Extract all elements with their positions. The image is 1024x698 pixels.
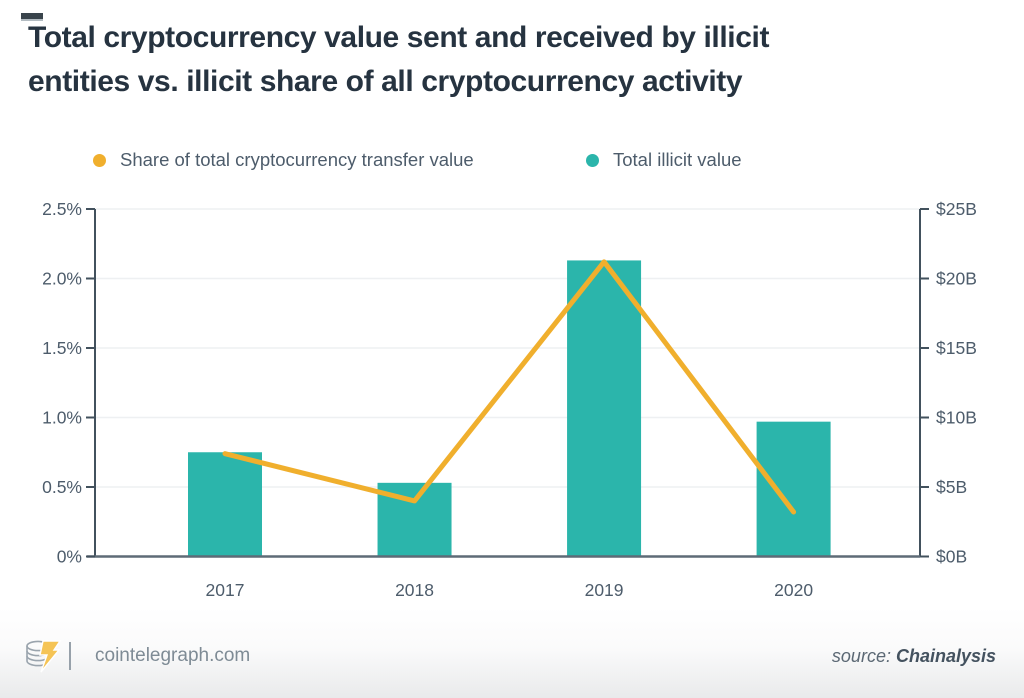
left-tick-label: 2.0% (42, 269, 82, 289)
footer: cointelegraph.com source: Chainalysis (0, 636, 1024, 680)
left-tick-label: 1.0% (42, 408, 82, 428)
chart-title: Total cryptocurrency value sent and rece… (28, 16, 988, 104)
chart-title-line2: entities vs. illicit share of all crypto… (28, 65, 743, 98)
legend-label-illicit-value: Total illicit value (613, 149, 742, 170)
legend: Share of total cryptocurrency transfer v… (0, 149, 1024, 171)
bar-2020 (756, 421, 831, 557)
source-value: Chainalysis (895, 646, 996, 666)
cointelegraph-logo-icon (26, 640, 62, 673)
right-tick-label: $5B (936, 477, 967, 497)
legend-item-share: Share of total cryptocurrency transfer v… (93, 149, 474, 171)
x-label-2020: 2020 (774, 580, 813, 600)
chart-title-line1: Total cryptocurrency value sent and rece… (28, 21, 770, 54)
left-tick-label: 1.5% (42, 338, 82, 358)
right-tick-label: $25B (936, 199, 977, 219)
right-tick-label: $10B (936, 408, 977, 428)
footer-divider (69, 642, 71, 670)
right-tick-label: $0B (936, 547, 967, 567)
legend-dot-teal-icon (586, 153, 599, 167)
source-label: source: (831, 646, 896, 666)
footer-site-link[interactable]: cointelegraph.com (95, 645, 251, 666)
footer-gradient (0, 608, 1024, 698)
legend-dot-yellow-icon (93, 153, 106, 167)
share-line (222, 259, 797, 515)
left-tick-label: 0.5% (42, 477, 82, 497)
x-label-2019: 2019 (585, 580, 624, 600)
bar-2017 (188, 452, 262, 557)
x-label-2018: 2018 (395, 580, 434, 600)
right-tick-label: $15B (936, 338, 977, 358)
left-tick-label: 0% (57, 547, 82, 567)
legend-label-share: Share of total cryptocurrency transfer v… (120, 149, 474, 170)
legend-item-illicit-value: Total illicit value (586, 149, 742, 171)
screenshot-artifact (21, 13, 43, 21)
footer-source: source: Chainalysis (832, 646, 996, 667)
left-tick-label: 2.5% (42, 199, 82, 219)
x-label-2017: 2017 (206, 580, 245, 600)
bar-2019 (567, 260, 642, 557)
right-tick-label: $20B (936, 269, 977, 289)
